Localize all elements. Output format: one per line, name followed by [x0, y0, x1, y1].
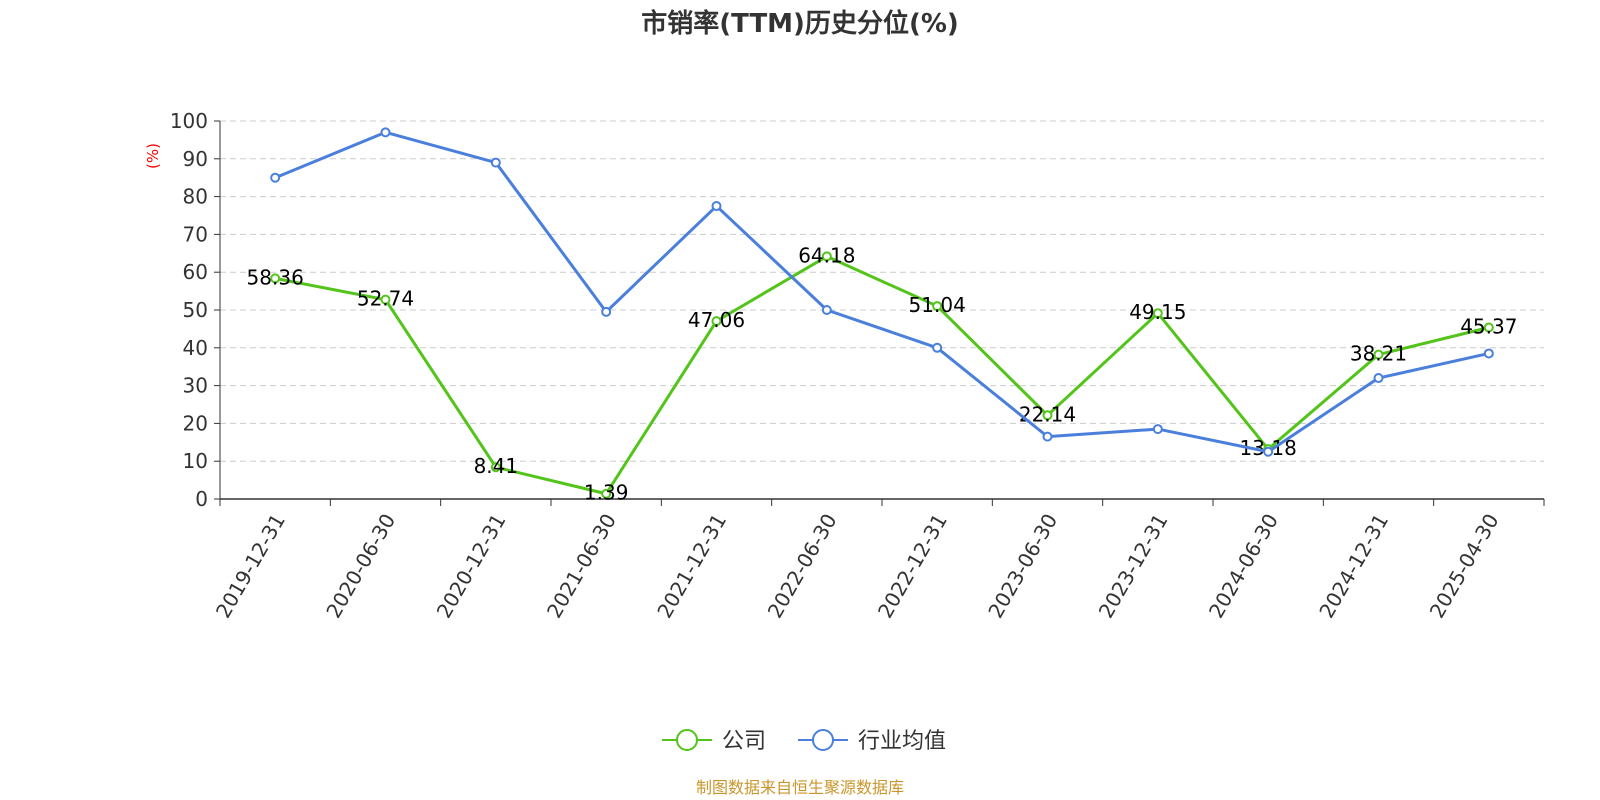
- data-point: [711, 201, 722, 212]
- y-tick-label: 20: [183, 411, 208, 435]
- y-tick-label: 100: [170, 109, 208, 133]
- data-label: 1.39: [584, 481, 629, 505]
- y-tick-label: 40: [183, 336, 208, 360]
- y-tick-label: 50: [183, 298, 208, 322]
- data-point: [1483, 348, 1494, 359]
- legend-marker: [676, 729, 698, 751]
- data-point: [490, 157, 501, 168]
- y-tick-label: 60: [183, 260, 208, 284]
- data-point: [380, 127, 391, 138]
- x-tick-label: 2025-04-30: [1425, 510, 1504, 623]
- data-point: [270, 172, 281, 183]
- legend-item-company[interactable]: 公司: [662, 729, 766, 754]
- legend-marker: [812, 729, 834, 751]
- y-tick-label: 70: [183, 222, 208, 246]
- y-axis-label: (%): [144, 143, 162, 169]
- data-point: [932, 301, 943, 312]
- data-point: [1042, 431, 1053, 442]
- legend-item-industry-average[interactable]: 行业均值: [798, 729, 946, 754]
- data-point: [1483, 322, 1494, 333]
- data-label: 64.18: [798, 243, 855, 267]
- data-point: [380, 294, 391, 305]
- legend-label: 行业均值: [858, 729, 946, 754]
- grid-lines: [220, 120, 1544, 462]
- data-point: [821, 305, 832, 315]
- y-tick-label: 0: [195, 487, 208, 511]
- data-point: [932, 342, 943, 353]
- data-point: [1152, 424, 1163, 435]
- x-tick-label: 2021-06-30: [542, 510, 621, 623]
- data-label: 38.21: [1350, 342, 1407, 366]
- data-label: 22.14: [1019, 402, 1076, 426]
- series-layer: 58.36 52.74 8.41 1.39 47.06 64.18 51.04 22.14 49…: [247, 127, 1518, 505]
- y-tick-label: 30: [183, 374, 208, 398]
- x-tick-label: 2019-12-31: [211, 510, 290, 623]
- x-tick-label: 2022-06-30: [763, 510, 842, 623]
- data-label: 8.41: [474, 454, 519, 478]
- x-tick-label: 2020-06-30: [321, 510, 400, 623]
- data-label: 52.74: [357, 287, 414, 311]
- series-industry-average: [270, 127, 1494, 457]
- x-tick-label: 2020-12-31: [432, 510, 511, 623]
- data-point: [821, 251, 832, 262]
- data-source-note: 制图数据来自恒生聚源数据库: [696, 778, 904, 797]
- data-label: 45.37: [1460, 315, 1517, 339]
- chart-title: 市销率(TTM)历史分位(%): [641, 8, 959, 39]
- data-point: [1263, 446, 1274, 457]
- series-company: 58.36 52.74 8.41 1.39 47.06 64.18 51.04 22.14 49…: [247, 243, 1518, 504]
- x-tick-label: 2024-06-30: [1204, 510, 1283, 623]
- x-tick-label: 2023-06-30: [983, 510, 1062, 623]
- data-point: [490, 462, 501, 473]
- data-point: [1373, 373, 1384, 384]
- x-tick-label: 2021-12-31: [652, 510, 731, 623]
- x-tick-label: 2024-12-31: [1314, 510, 1393, 623]
- series-line: [274, 254, 1490, 496]
- y-tick-label: 10: [183, 449, 208, 473]
- y-axis: 0 10 20 30 40 50 60 70 80 90 100: [170, 109, 221, 511]
- legend[interactable]: 公司 行业均值: [662, 729, 946, 754]
- data-point: [1042, 410, 1053, 421]
- data-point: [601, 488, 612, 499]
- y-tick-label: 90: [183, 147, 208, 171]
- data-label: 49.15: [1129, 300, 1186, 324]
- data-point: [711, 316, 722, 327]
- data-label: 58.36: [247, 265, 304, 289]
- data-point: [1373, 349, 1384, 360]
- data-label: 47.06: [688, 308, 745, 332]
- data-point: [270, 273, 281, 284]
- data-point: [601, 306, 612, 317]
- y-tick-label: 80: [183, 185, 208, 209]
- x-tick-label: 2022-12-31: [873, 510, 952, 623]
- data-point: [1152, 308, 1163, 319]
- legend-label: 公司: [722, 729, 766, 754]
- x-tick-label: 2023-12-31: [1094, 510, 1173, 623]
- x-axis: 2019-12-31 2020-06-30 2020-12-31 2021-06-30…: [211, 498, 1545, 623]
- series-line: [274, 130, 1490, 454]
- data-label: 51.04: [909, 293, 966, 317]
